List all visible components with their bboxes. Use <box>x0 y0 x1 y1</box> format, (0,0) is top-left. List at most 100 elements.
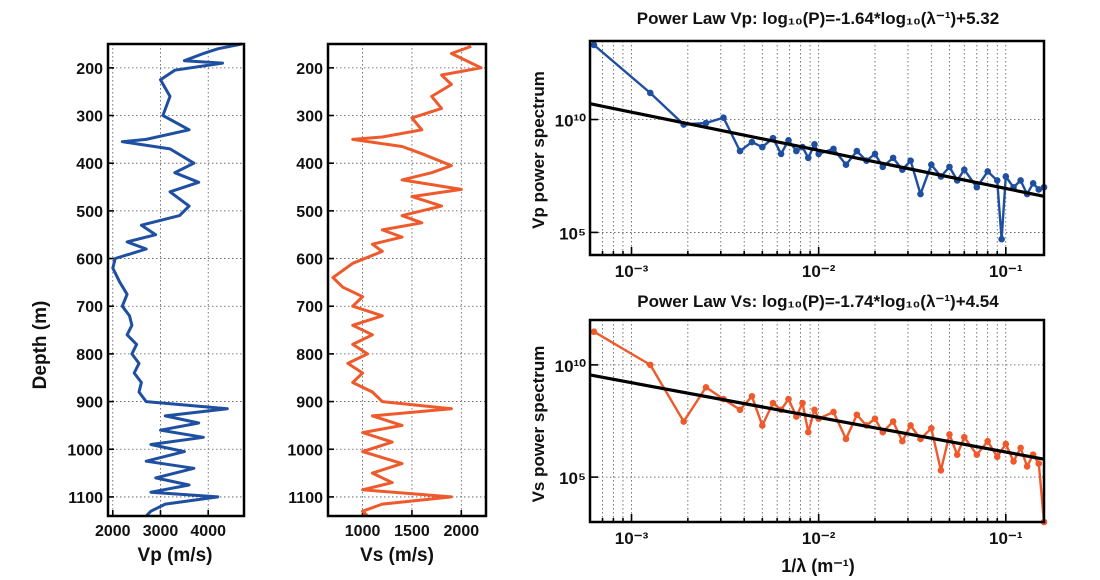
power-law-fit-line <box>589 373 1045 461</box>
tick-label-x: 1000 <box>345 523 381 540</box>
spectrum-point <box>777 150 785 158</box>
vp-spectrum-title: Power Law Vp: log₁₀(P)=-1.64*log₁₀(λ⁻¹)+… <box>637 9 999 28</box>
tick-label-y: 700 <box>76 299 103 316</box>
spectrum-point <box>917 190 924 198</box>
vp-depth-log-panel: 2000 3000 4000 200 300 400 500 600 700 800 900 1000… <box>67 42 246 540</box>
spectrum-point <box>853 411 861 419</box>
spectrum-point <box>736 406 744 414</box>
vp-power-spectrum-panel: 10⁻³ 10⁻² 10⁻¹ 10⁵ 10¹⁰ <box>555 39 1048 281</box>
spectrum-point <box>785 137 792 144</box>
spectrum-point <box>1017 444 1024 452</box>
spectrum-point <box>1035 460 1043 467</box>
spectrum-point <box>928 161 935 168</box>
spectrum-point <box>871 415 879 423</box>
spectrum-point <box>1029 179 1037 187</box>
vp-axis-label: Vp (m/s) <box>138 545 213 566</box>
plot-frame <box>106 42 246 518</box>
spectrum-point <box>759 143 766 151</box>
vs-power-spectrum-panel: 10⁻³ 10⁻² 10⁻¹ 10⁵ 10¹⁰ <box>555 318 1048 548</box>
tick-label-y: 900 <box>76 395 103 412</box>
spectrum-point <box>842 161 850 168</box>
spectrum-point <box>647 361 654 369</box>
tick-label-y: 1000 <box>287 442 323 459</box>
tick-label-y: 900 <box>296 395 323 412</box>
spectrum-point <box>889 154 897 162</box>
spectrum-point <box>871 150 879 158</box>
spectrum-point <box>937 467 945 474</box>
spectrum-point <box>590 328 598 336</box>
tick-label-y: 800 <box>296 347 323 364</box>
tick-label-x: 10⁻¹ <box>989 529 1023 548</box>
spectrum-point <box>842 435 850 443</box>
spectrum-point <box>590 41 598 49</box>
spectrum-point <box>830 145 837 153</box>
tick-label-y: 300 <box>76 109 103 126</box>
tick-label-x: 10⁻² <box>802 262 836 281</box>
tick-label-y: 1000 <box>67 442 103 459</box>
tick-label-y: 200 <box>76 61 103 78</box>
tick-label-y: 600 <box>296 252 323 269</box>
power-law-fit-line <box>589 102 1045 198</box>
spectrum-point <box>946 431 953 438</box>
spectrum-point <box>769 399 777 407</box>
tick-label-y: 200 <box>296 61 323 78</box>
tick-label-y: 1100 <box>288 490 323 507</box>
vs-depth-log-panel: 1000 1500 2000 200 300 400 500 600 700 800 900 1000… <box>287 42 488 540</box>
tick-label-y: 500 <box>76 204 103 221</box>
spectrum-point <box>907 157 914 165</box>
spectrum-point <box>889 418 897 425</box>
spectrum-point <box>946 163 953 171</box>
tick-label-x: 10⁻³ <box>615 529 649 548</box>
spectrum-point <box>993 177 1001 184</box>
spectrum-point <box>899 437 906 445</box>
spectrum-point <box>799 399 806 407</box>
spectrum-point <box>793 147 800 155</box>
spectrum-point <box>702 119 710 127</box>
vs-spectrum-title: Power Law Vs: log₁₀(P)=-1.74*log₁₀(λ⁻¹)+… <box>637 292 999 311</box>
tick-label-y: 1100 <box>68 490 103 507</box>
tick-label-y: 10⁵ <box>559 224 586 243</box>
tick-label-y: 400 <box>296 156 323 173</box>
tick-label-y: 400 <box>76 156 103 173</box>
spectrum-point <box>928 424 935 432</box>
frequency-axis-label: 1/λ (m⁻¹) <box>781 556 855 576</box>
spectrum-point <box>960 433 968 441</box>
tick-label-y: 600 <box>76 252 103 269</box>
vs-spectrum-ylabel: Vs power spectrum <box>529 346 548 503</box>
spectrum-point <box>984 437 991 445</box>
spectrum-point <box>748 138 756 146</box>
plot-frame <box>588 39 1046 257</box>
spectrum-point <box>1010 458 1017 465</box>
tick-label-y: 300 <box>296 109 323 126</box>
spectrum-point <box>680 418 687 425</box>
spectrum-point <box>811 406 818 414</box>
spectrum-point <box>960 166 968 173</box>
spectrum-point <box>973 451 981 458</box>
tick-label-x: 4000 <box>190 523 226 540</box>
depth-axis-label: Depth (m) <box>30 301 51 390</box>
spectrum-point <box>973 183 981 191</box>
spectrum-point <box>1002 440 1010 448</box>
spectrum-point <box>907 422 914 429</box>
velocity-trace <box>111 42 242 518</box>
vs-axis-label: Vs (m/s) <box>360 545 434 566</box>
spectrum-point <box>1017 177 1024 184</box>
spectrum-point <box>702 384 710 391</box>
tick-label-y: 500 <box>296 204 323 221</box>
plot-frame <box>588 318 1046 524</box>
spectrum-point <box>647 89 654 97</box>
tick-label-y: 10¹⁰ <box>555 357 587 376</box>
spectrum-point <box>853 147 861 155</box>
spectrum-point <box>785 395 792 403</box>
tick-label-x: 2000 <box>444 523 480 540</box>
spectrum-point <box>1035 186 1043 193</box>
spectrum-point <box>720 114 727 122</box>
tick-label-y: 800 <box>76 347 103 364</box>
tick-label-y: 10¹⁰ <box>555 112 587 131</box>
spectrum-point <box>748 392 756 400</box>
spectrum-point <box>993 453 1001 461</box>
spectrum-point <box>759 422 766 429</box>
tick-label-x: 1500 <box>394 523 430 540</box>
tick-label-x: 10⁻¹ <box>989 262 1023 281</box>
